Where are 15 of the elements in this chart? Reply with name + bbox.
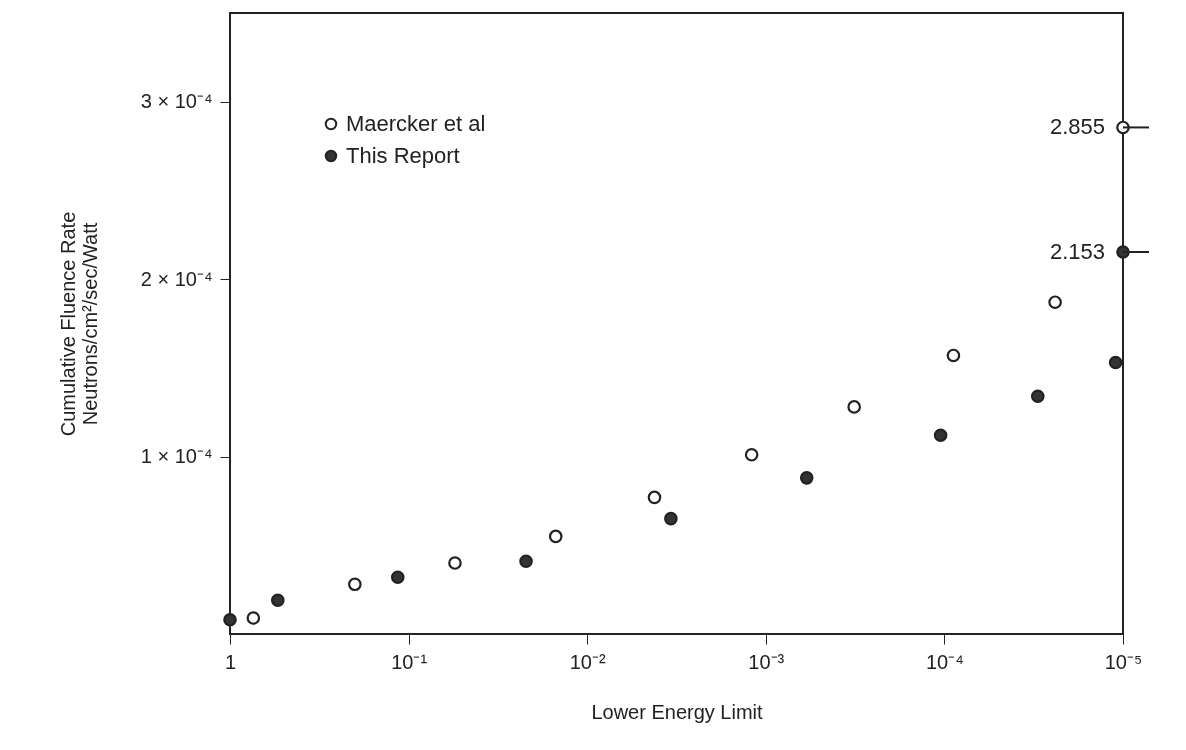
x-tick-label: 10⁻² bbox=[569, 650, 606, 673]
y-tick-label: 3 × 10⁻⁴ bbox=[140, 90, 213, 113]
x-tick-label: 1 bbox=[224, 650, 237, 673]
annotation: 2.153 bbox=[1049, 239, 1105, 264]
legend-label: Maercker et al bbox=[346, 111, 486, 136]
x-axis-title: Lower Energy Limit bbox=[591, 700, 764, 723]
y-tick-label: 1 × 10⁻⁴ bbox=[140, 445, 213, 468]
annotation: 2.855 bbox=[1049, 114, 1105, 140]
x-tick-label: 10⁻¹ bbox=[391, 650, 428, 673]
x-tick-label: 10⁻⁵ bbox=[1104, 650, 1143, 673]
legend-label: This Report bbox=[346, 143, 460, 168]
x-tick-label: 10⁻³ bbox=[748, 650, 785, 673]
y-axis-title: Cumulative Fluence Rate Neutrons/cm²/sec/Watt bbox=[56, 211, 101, 437]
y-tick-label: 2 × 10⁻⁴ bbox=[140, 267, 213, 290]
x-tick-label: 10⁻⁴ bbox=[925, 650, 964, 673]
